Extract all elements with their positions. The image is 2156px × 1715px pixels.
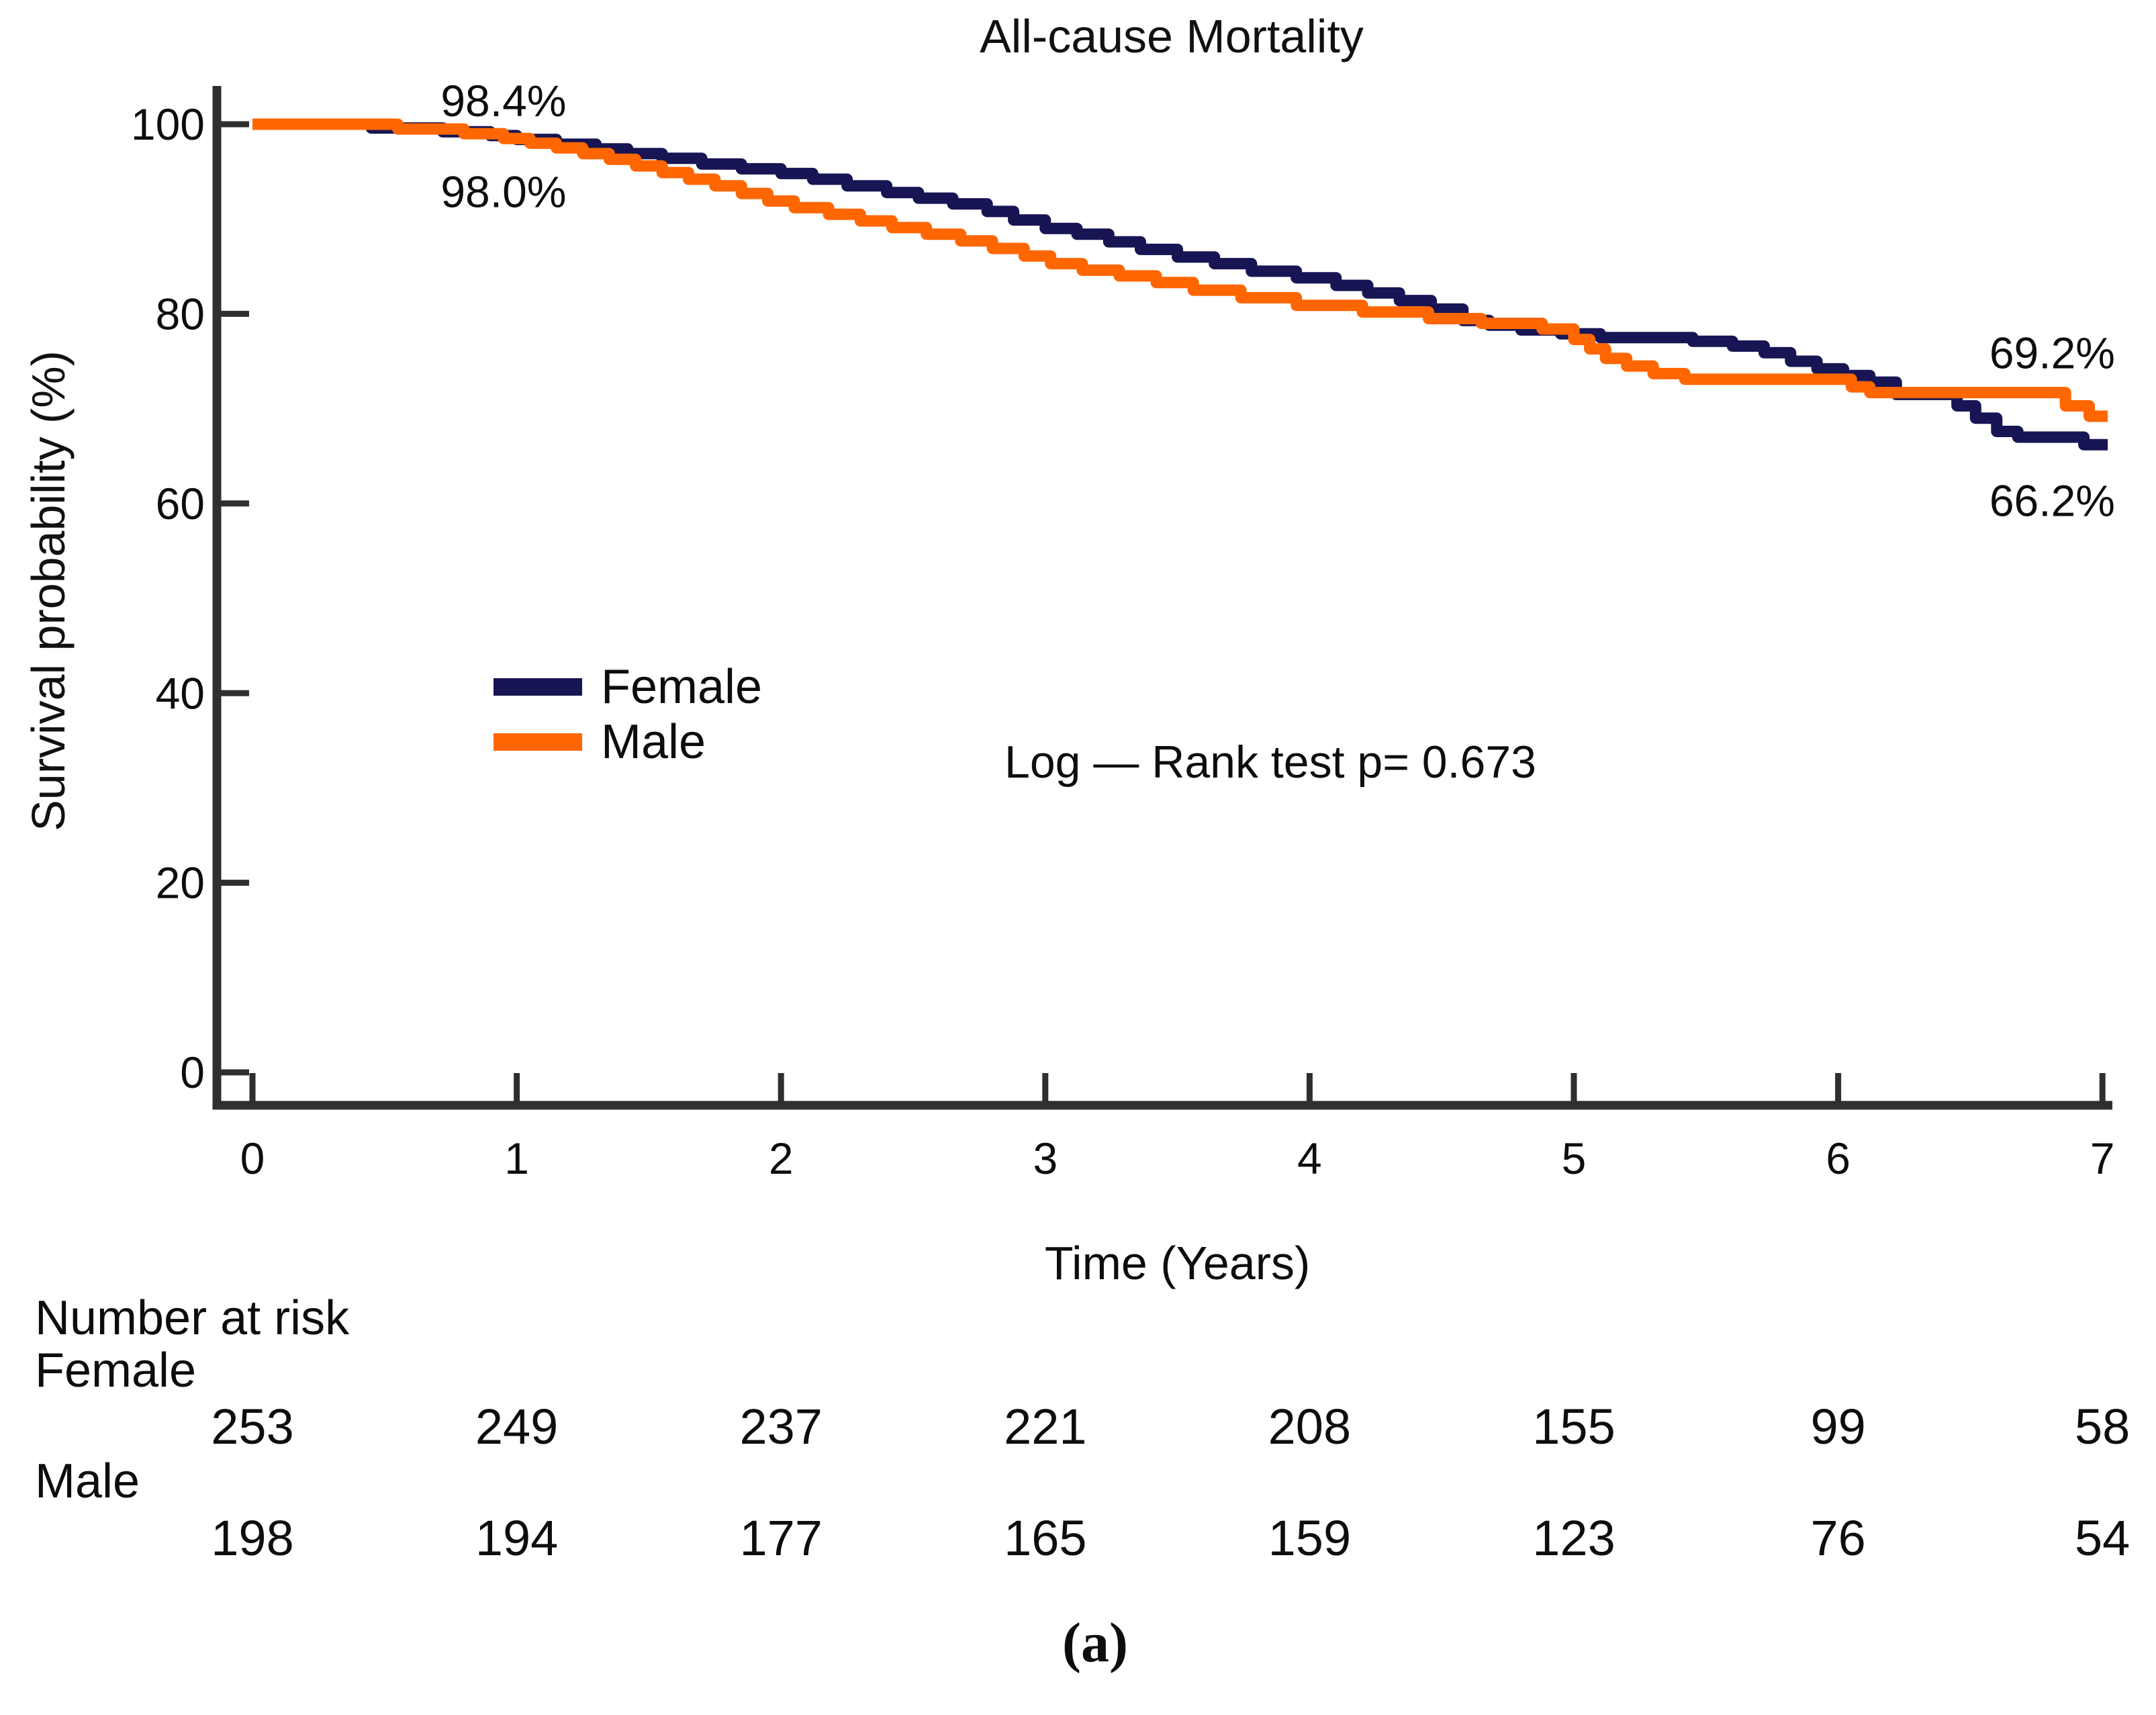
risk-count-female-year2: 237: [739, 1399, 823, 1454]
annotation-69.2: 69.2%: [1989, 328, 2115, 377]
y-tick-label-20: 20: [156, 858, 205, 908]
y-tick-label-80: 80: [156, 289, 205, 339]
male-line-swatch: [494, 733, 582, 751]
risk-count-female-year1: 249: [475, 1399, 559, 1454]
risk-count-male-year7: 54: [2075, 1510, 2130, 1566]
risk-count-male-year6: 76: [1810, 1510, 1866, 1566]
risk-count-female-year3: 221: [1004, 1399, 1087, 1454]
risk-count-male-year0: 198: [211, 1510, 294, 1566]
risk-count-male-year4: 159: [1268, 1510, 1352, 1566]
x-tick-label-4: 4: [1297, 1133, 1322, 1183]
x-tick-label-1: 1: [504, 1133, 529, 1183]
legend-item-male: Male: [494, 714, 762, 770]
annotation-98.4: 98.4%: [440, 76, 566, 126]
x-tick-label-5: 5: [1562, 1133, 1587, 1183]
annotation-66.2: 66.2%: [1989, 476, 2115, 526]
figure-caption: (a): [1062, 1612, 1128, 1674]
log-rank-test-text: Log — Rank test p= 0.673: [1004, 737, 1536, 788]
x-tick-label-7: 7: [2090, 1133, 2115, 1183]
legend: Female Male: [494, 659, 762, 770]
risk-count-male-year1: 194: [475, 1510, 559, 1566]
x-tick-label-6: 6: [1826, 1133, 1850, 1183]
risk-count-female-year6: 99: [1810, 1399, 1866, 1454]
female-curve: [252, 118, 2108, 451]
legend-label-male: Male: [601, 715, 706, 769]
x-tick-label-3: 3: [1033, 1133, 1058, 1183]
risk-count-female-year4: 208: [1268, 1399, 1352, 1454]
risk-row-label-male: Male: [35, 1454, 140, 1508]
x-tick-label-0: 0: [240, 1133, 265, 1183]
x-tick-label-2: 2: [769, 1133, 794, 1183]
risk-table-header: Number at risk: [35, 1291, 350, 1345]
y-tick-label-60: 60: [156, 479, 205, 528]
annotation-98.0: 98.0%: [440, 167, 566, 216]
y-tick-label-40: 40: [156, 668, 205, 718]
x-axis-title: Time (Years): [1045, 1237, 1310, 1289]
legend-label-female: Female: [601, 660, 763, 714]
risk-count-male-year5: 123: [1532, 1510, 1615, 1566]
male-curve: [252, 118, 2108, 422]
y-axis-title: Survival probability (%): [22, 351, 75, 831]
axes-frame: [212, 86, 2112, 1110]
chart-title: All-cause Mortality: [980, 10, 1364, 62]
y-tick-label-100: 100: [131, 99, 205, 149]
risk-count-male-year3: 165: [1004, 1510, 1087, 1566]
risk-count-female-year5: 155: [1532, 1399, 1615, 1454]
risk-count-female-year7: 58: [2075, 1399, 2130, 1454]
legend-item-female: Female: [494, 659, 762, 714]
female-line-swatch: [494, 678, 582, 696]
risk-count-male-year2: 177: [739, 1510, 823, 1566]
risk-count-female-year0: 253: [211, 1399, 294, 1454]
y-tick-label-0: 0: [180, 1048, 205, 1097]
risk-row-label-female: Female: [35, 1344, 197, 1397]
